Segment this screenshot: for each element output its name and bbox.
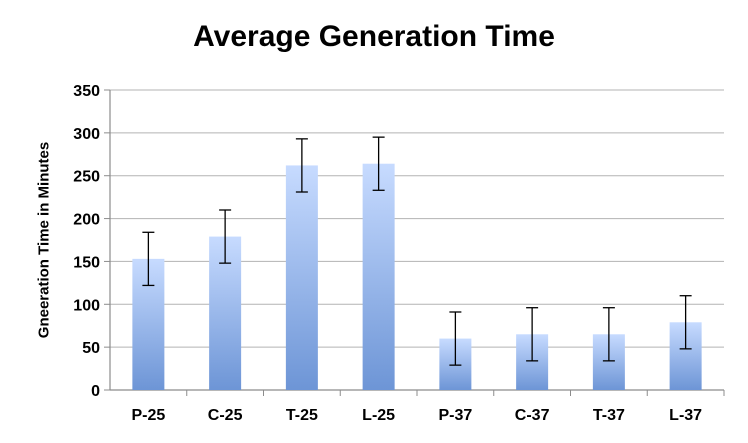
y-tick-label: 100 <box>73 297 100 314</box>
y-tick-label: 50 <box>82 340 100 357</box>
x-tick-label: T-37 <box>593 407 625 424</box>
bar <box>362 163 395 390</box>
bar <box>285 165 318 390</box>
x-tick-label: L-25 <box>362 407 395 424</box>
x-tick-label: L-37 <box>669 407 702 424</box>
y-tick-label: 300 <box>73 126 100 143</box>
x-tick-label: C-25 <box>208 407 243 424</box>
x-tick-label: C-37 <box>515 407 550 424</box>
x-tick-label: P-37 <box>438 407 472 424</box>
chart-title: Average Generation Time <box>193 20 555 53</box>
y-tick-label: 0 <box>91 383 100 400</box>
y-tick-label: 250 <box>73 169 100 186</box>
y-tick-label: 150 <box>73 254 100 271</box>
x-tick-label: P-25 <box>131 407 165 424</box>
y-tick-label: 350 <box>73 83 100 100</box>
x-tick-label: T-25 <box>286 407 318 424</box>
y-tick-label: 200 <box>73 212 100 229</box>
